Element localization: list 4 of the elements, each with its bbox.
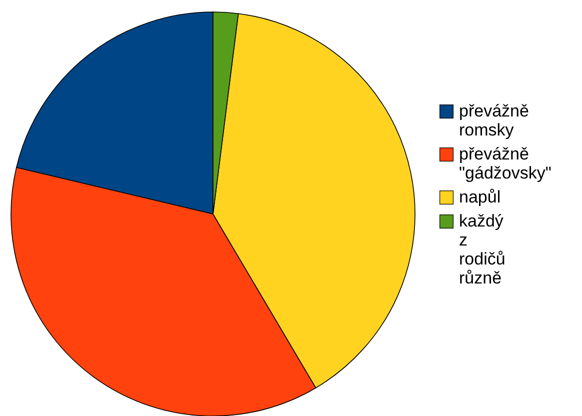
legend-label: převážně romsky (459, 102, 529, 140)
legend-label: každý z rodičů různě (459, 212, 506, 288)
legend-label: napůl (459, 188, 501, 206)
legend-label: převážně "gádžovsky" (459, 144, 552, 182)
